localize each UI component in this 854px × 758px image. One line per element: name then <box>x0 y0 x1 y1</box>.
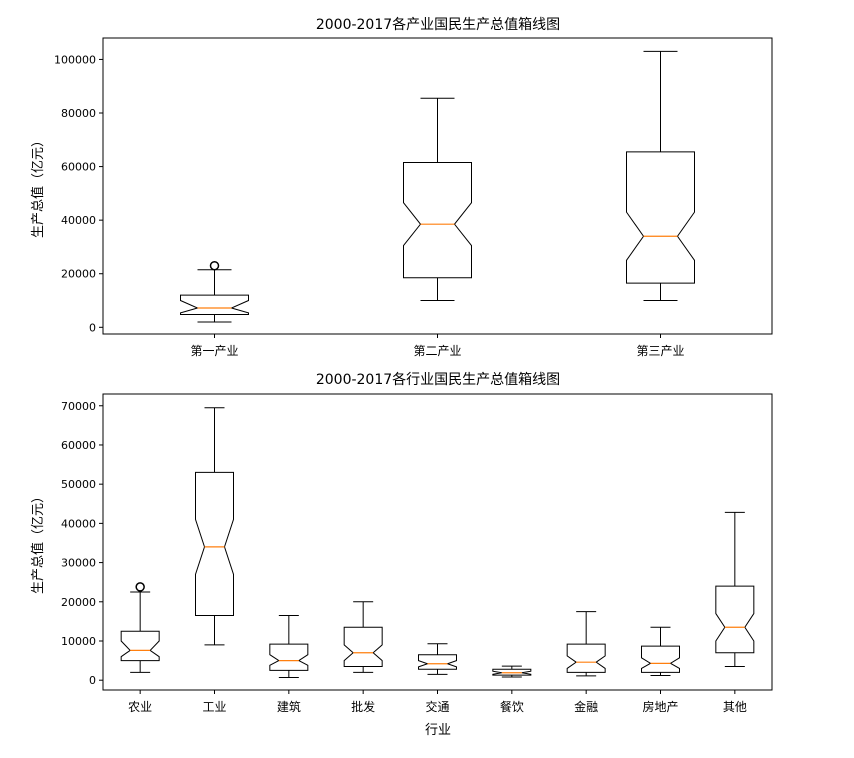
x-axis-label: 行业 <box>425 723 451 738</box>
box-建筑 <box>269 615 309 678</box>
x-tick-label: 其他 <box>723 700 747 714</box>
y-tick-label: 0 <box>89 674 96 687</box>
notched-box <box>641 645 680 673</box>
notched-box <box>180 294 249 315</box>
y-tick-label: 60000 <box>61 161 96 174</box>
y-tick-label: 70000 <box>61 400 96 413</box>
x-tick-label: 交通 <box>425 699 449 714</box>
x-tick-label: 农业 <box>128 700 152 714</box>
outlier-point <box>135 582 145 592</box>
x-ticks: 第一产业 第二产业 第三产业 <box>190 334 685 358</box>
outlier-point <box>209 260 220 271</box>
box-工业 <box>195 407 234 646</box>
notched-box <box>195 471 234 617</box>
x-ticks: 农业 工业 建筑 批发 交通 餐饮 金融 房地产 其他 <box>128 690 747 714</box>
notched-box <box>626 151 695 284</box>
x-tick-label: 批发 <box>351 699 375 714</box>
box-第二产业 <box>403 97 472 302</box>
y-tick-label: 60000 <box>61 439 96 452</box>
notched-box <box>715 585 755 654</box>
box-农业 <box>120 582 160 673</box>
y-tick-label: 0 <box>89 321 96 334</box>
y-axis-label: 生产总值（亿元） <box>30 134 46 238</box>
box-批发 <box>343 601 383 673</box>
box-其他 <box>715 511 755 667</box>
y-tick-label: 50000 <box>61 478 96 491</box>
chart-panel-industries: 2000-2017各行业国民生产总值箱线图 生产总值（亿元） 行业 0 10000… <box>30 372 773 738</box>
notched-box <box>120 630 160 662</box>
y-tick-label: 30000 <box>61 557 96 570</box>
x-tick-label: 房地产 <box>642 699 678 714</box>
x-tick-label: 餐饮 <box>500 699 524 714</box>
x-tick-label: 第三产业 <box>636 344 684 358</box>
x-tick-label: 建筑 <box>277 699 301 714</box>
y-axis-label: 生产总值（亿元） <box>30 490 46 594</box>
chart-title: 2000-2017各行业国民生产总值箱线图 <box>316 372 560 388</box>
notched-box <box>343 626 383 667</box>
y-tick-label: 40000 <box>61 214 96 227</box>
notched-box <box>403 162 472 279</box>
x-tick-label: 第一产业 <box>190 344 238 358</box>
y-tick-label: 20000 <box>61 268 96 281</box>
y-ticks: 0 10000 20000 30000 40000 50000 60000 70000 <box>61 400 103 687</box>
boxes <box>120 407 755 678</box>
x-tick-label: 工业 <box>202 700 226 714</box>
notched-box <box>492 668 532 676</box>
notched-box <box>566 643 606 673</box>
y-tick-label: 10000 <box>61 635 96 648</box>
y-tick-label: 40000 <box>61 517 96 530</box>
x-tick-label: 金融 <box>574 699 598 714</box>
box-第一产业 <box>180 260 249 323</box>
box-餐饮 <box>492 665 532 678</box>
notched-box <box>418 654 457 670</box>
y-tick-label: 20000 <box>61 596 96 609</box>
chart-title: 2000-2017各产业国民生产总值箱线图 <box>316 17 560 33</box>
box-交通 <box>418 643 457 675</box>
boxes <box>180 50 695 323</box>
box-金融 <box>566 611 606 677</box>
y-tick-label: 80000 <box>61 107 96 120</box>
chart-panel-industry-sectors: 2000-2017各产业国民生产总值箱线图 生产总值（亿元） 0 20000 400… <box>30 17 773 358</box>
box-房地产 <box>641 626 680 676</box>
y-tick-label: 100000 <box>54 53 96 66</box>
notched-box <box>269 643 309 671</box>
box-第三产业 <box>626 50 695 302</box>
y-ticks: 0 20000 40000 60000 80000 100000 <box>54 53 103 334</box>
x-tick-label: 第二产业 <box>413 344 461 358</box>
